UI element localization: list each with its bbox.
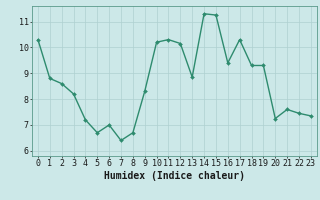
X-axis label: Humidex (Indice chaleur): Humidex (Indice chaleur) [104,171,245,181]
